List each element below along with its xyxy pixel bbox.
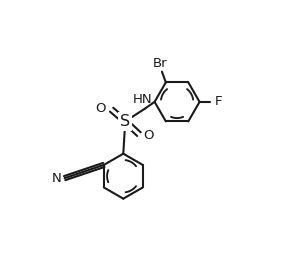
Text: O: O <box>143 129 154 142</box>
Text: F: F <box>215 95 222 108</box>
Text: HN: HN <box>133 93 153 106</box>
Text: Br: Br <box>153 57 167 70</box>
Text: O: O <box>96 102 106 115</box>
Text: N: N <box>52 172 62 185</box>
Text: S: S <box>120 114 130 129</box>
